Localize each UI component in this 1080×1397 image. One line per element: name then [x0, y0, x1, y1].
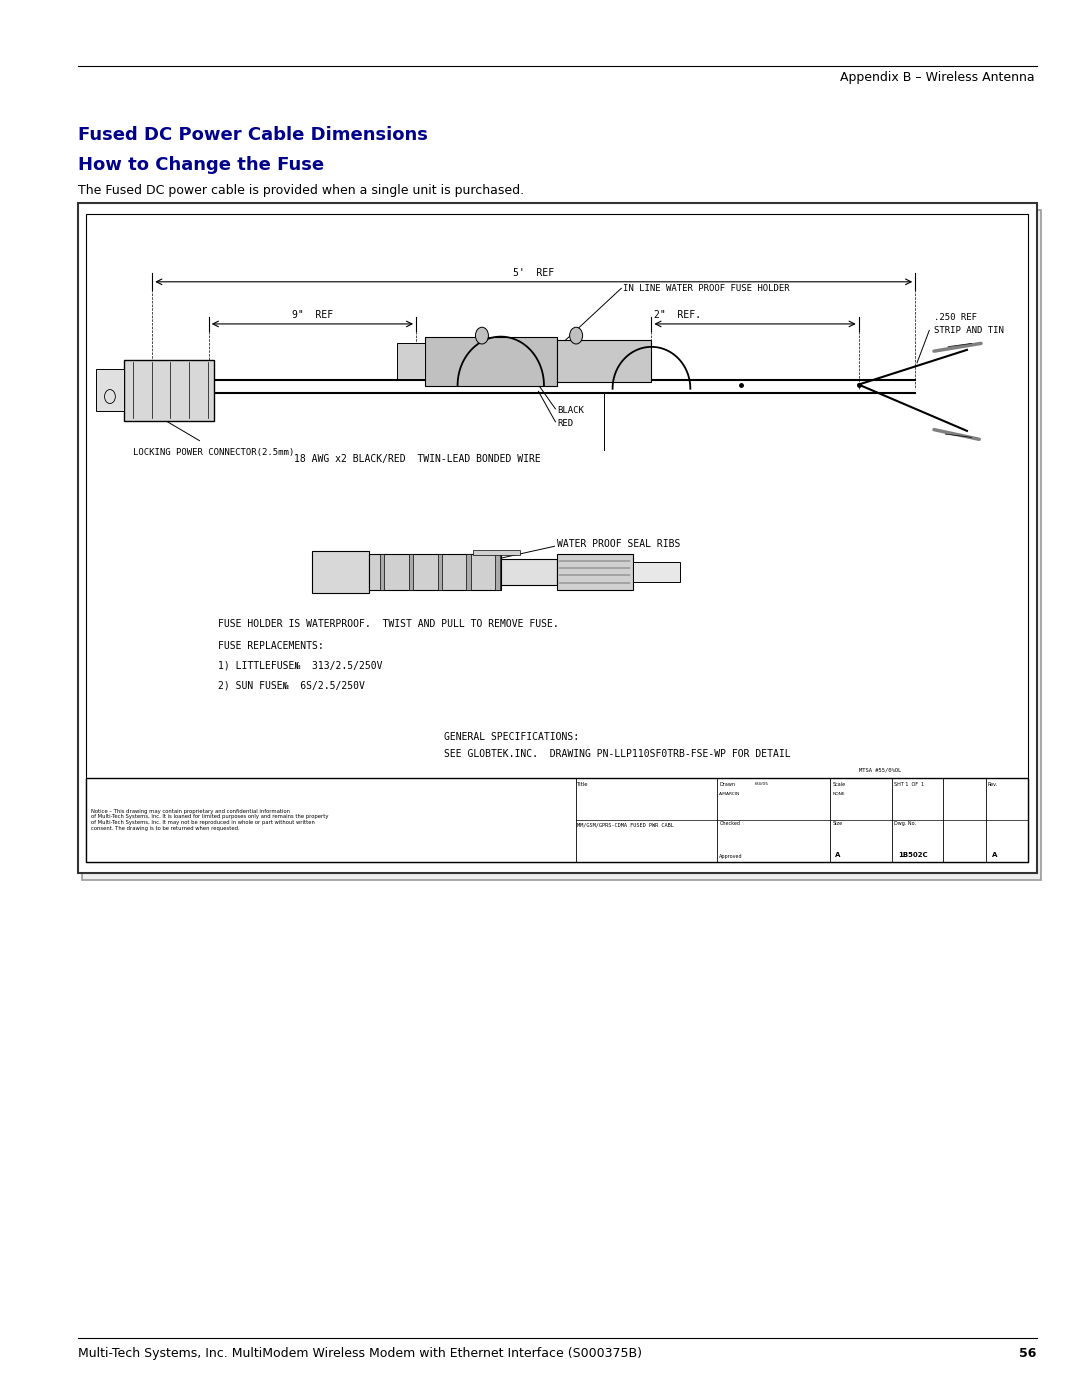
Bar: [557, 339, 651, 383]
Text: Checked: Checked: [719, 821, 740, 826]
Bar: [312, 550, 369, 592]
Bar: [496, 555, 500, 590]
Text: GENERAL SPECIFICATIONS:: GENERAL SPECIFICATIONS:: [444, 732, 579, 742]
Text: A: A: [835, 852, 840, 858]
Text: Appendix B – Wireless Antenna: Appendix B – Wireless Antenna: [840, 71, 1035, 84]
Bar: [501, 559, 557, 584]
Text: Fused DC Power Cable Dimensions: Fused DC Power Cable Dimensions: [78, 126, 428, 144]
Bar: [557, 555, 633, 590]
Text: 2) SUN FUSE№  6S/2.5/250V: 2) SUN FUSE№ 6S/2.5/250V: [218, 680, 365, 690]
Text: WATER PROOF SEAL RIBS: WATER PROOF SEAL RIBS: [557, 539, 680, 549]
Text: Title: Title: [577, 782, 589, 787]
Text: 56: 56: [1020, 1347, 1037, 1359]
Bar: [473, 549, 519, 555]
Text: LOCKING POWER CONNECTOR(2.5mm): LOCKING POWER CONNECTOR(2.5mm): [134, 448, 295, 457]
Text: 1) LITTLEFUSE№  313/2.5/250V: 1) LITTLEFUSE№ 313/2.5/250V: [218, 661, 382, 671]
Text: Multi-Tech Systems, Inc. MultiModem Wireless Modem with Ethernet Interface (S000: Multi-Tech Systems, Inc. MultiModem Wire…: [78, 1347, 642, 1359]
Text: Dwg. No.: Dwg. No.: [894, 821, 917, 826]
Bar: [78, 203, 1037, 873]
Bar: [426, 337, 557, 386]
Text: NONE: NONE: [833, 792, 845, 796]
Text: STRIP AND TIN: STRIP AND TIN: [934, 326, 1003, 335]
Text: 18 AWG x2 BLACK/RED  TWIN-LEAD BONDED WIRE: 18 AWG x2 BLACK/RED TWIN-LEAD BONDED WIR…: [294, 454, 540, 464]
Text: RED: RED: [557, 419, 573, 427]
Text: 6/4/05: 6/4/05: [755, 782, 769, 787]
Text: Drawn: Drawn: [719, 782, 735, 787]
Text: Rev.: Rev.: [988, 782, 998, 787]
Bar: [86, 778, 1028, 862]
Bar: [124, 359, 214, 420]
Text: MM/GSM/GPRS-CDMA FUSED PWR CABL: MM/GSM/GPRS-CDMA FUSED PWR CABL: [577, 823, 674, 827]
Bar: [467, 555, 471, 590]
Text: The Fused DC power cable is provided when a single unit is purchased.: The Fused DC power cable is provided whe…: [78, 184, 524, 197]
Text: Approved: Approved: [719, 854, 743, 859]
Text: 2"  REF.: 2" REF.: [653, 310, 701, 320]
Bar: [408, 555, 413, 590]
Text: 9"  REF: 9" REF: [292, 310, 333, 320]
Bar: [437, 555, 442, 590]
Text: FUSE HOLDER IS WATERPROOF.  TWIST AND PULL TO REMOVE FUSE.: FUSE HOLDER IS WATERPROOF. TWIST AND PUL…: [218, 619, 559, 629]
Text: SHT 1  OF  1: SHT 1 OF 1: [894, 782, 924, 787]
Text: Scale: Scale: [833, 782, 846, 787]
Text: A: A: [993, 852, 998, 858]
Bar: [82, 210, 1041, 880]
Text: 1B502C: 1B502C: [899, 852, 928, 858]
Bar: [96, 369, 124, 412]
Text: 5'  REF: 5' REF: [513, 268, 554, 278]
Text: MTSA #55/0%OL: MTSA #55/0%OL: [859, 767, 901, 773]
Text: A.MARCIN: A.MARCIN: [719, 792, 741, 796]
Circle shape: [569, 327, 582, 344]
Text: Notice – This drawing may contain proprietary and confidential information
of Mu: Notice – This drawing may contain propri…: [91, 809, 328, 831]
Text: FUSE REPLACEMENTS:: FUSE REPLACEMENTS:: [218, 641, 324, 651]
Circle shape: [475, 327, 488, 344]
Text: IN LINE WATER PROOF FUSE HOLDER: IN LINE WATER PROOF FUSE HOLDER: [623, 284, 789, 293]
Bar: [397, 344, 426, 379]
Bar: [86, 214, 1028, 862]
Text: BLACK: BLACK: [557, 405, 584, 415]
Bar: [380, 555, 384, 590]
Bar: [633, 562, 679, 583]
Text: SEE GLOBTEK.INC.  DRAWING PN-LLP110SF0TRB-FSE-WP FOR DETAIL: SEE GLOBTEK.INC. DRAWING PN-LLP110SF0TRB…: [444, 749, 791, 759]
Text: How to Change the Fuse: How to Change the Fuse: [78, 156, 324, 175]
Bar: [369, 555, 501, 590]
Text: Size: Size: [833, 821, 842, 826]
Text: .250 REF: .250 REF: [934, 313, 977, 321]
